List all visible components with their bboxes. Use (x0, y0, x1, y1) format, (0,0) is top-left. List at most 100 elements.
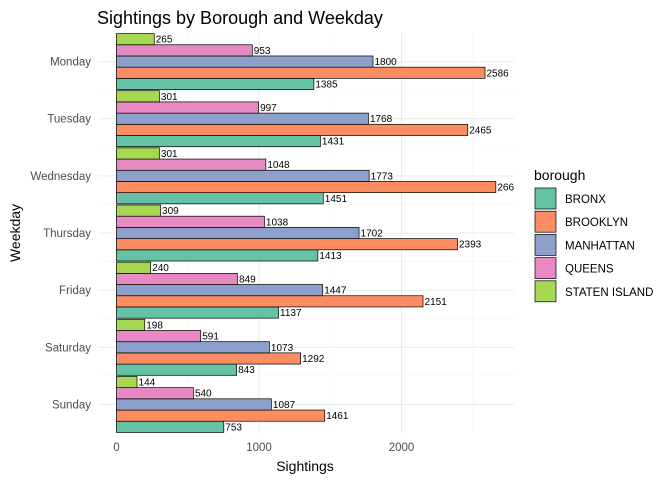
bar-queens-saturday (116, 330, 202, 343)
y-tick-label: Monday (50, 57, 91, 69)
data-label: 1137 (280, 308, 302, 319)
bar-bronx-saturday (116, 363, 237, 376)
data-labels: 1385 2586 1800 953 265 1431 2465 1768 997 301 1451… (139, 35, 515, 434)
data-label: 1087 (273, 400, 296, 411)
bar-queens-monday (116, 44, 253, 57)
legend-label: QUEENS (565, 264, 614, 276)
data-label: 953 (254, 46, 271, 57)
legend-swatch-brooklyn (534, 210, 557, 233)
y-tick-label: Saturday (45, 342, 91, 354)
legend-swatch-queens (534, 257, 557, 279)
y-tick-label: Tuesday (47, 114, 91, 126)
data-label: 753 (225, 422, 242, 433)
data-label: 1385 (315, 79, 338, 90)
data-label: 1773 (371, 171, 394, 182)
bar-brooklyn-thursday (116, 238, 458, 251)
bar-manhattan-saturday (116, 341, 270, 354)
y-tick-label: Thursday (43, 228, 91, 240)
data-label: 1800 (375, 57, 398, 68)
data-label: 144 (139, 378, 156, 389)
data-label: 1073 (271, 343, 294, 354)
data-label: 265 (156, 35, 173, 46)
legend-label: MANHATTAN (565, 240, 635, 252)
x-tick-label: 1000 (246, 442, 272, 454)
bar-queens-sunday (116, 387, 194, 400)
data-label: 1768 (370, 114, 393, 125)
data-label: 2393 (459, 240, 482, 251)
data-label: 301 (161, 149, 178, 160)
data-label: 1048 (267, 160, 290, 171)
bar-brooklyn-sunday (116, 409, 326, 422)
data-label: 849 (239, 274, 256, 285)
x-tick-label: 2000 (389, 442, 415, 454)
legend-title: borough (534, 167, 585, 183)
bar-manhattan-thursday (116, 227, 360, 239)
legend-label: STATEN ISLAND (565, 287, 653, 299)
data-label: 301 (161, 92, 178, 103)
y-axis-title: Weekday (7, 204, 23, 262)
y-axis-ticks: Monday Tuesday Wednesday Thursday Friday Satu… (30, 57, 91, 412)
data-label: 2465 (469, 125, 492, 136)
legend-swatch-manhattan (534, 234, 557, 256)
bar-staten-island-friday (116, 261, 152, 274)
x-tick-label: 0 (113, 442, 119, 454)
bar-staten-island-saturday (116, 318, 146, 331)
data-label: 997 (260, 103, 277, 114)
data-label: 1413 (319, 251, 342, 262)
bar-staten-island-monday (116, 33, 155, 46)
bar-bronx-sunday (116, 420, 225, 433)
bar-queens-tuesday (116, 101, 259, 114)
bar-bronx-tuesday (116, 135, 321, 148)
bar-bronx-thursday (116, 249, 319, 262)
bars (116, 33, 497, 433)
bar-manhattan-wednesday (116, 169, 370, 182)
bar-staten-island-sunday (116, 376, 138, 388)
legend-label: BROOKLYN (565, 217, 628, 229)
data-label: 1038 (266, 217, 289, 228)
data-label: 266 (497, 183, 514, 194)
data-label: 1702 (361, 229, 384, 240)
legend-items: BRONX BROOKLYN MANHATTAN QUEENS STATEN ISLAN… (534, 187, 653, 303)
data-label: 198 (146, 320, 163, 331)
bar-queens-thursday (116, 215, 265, 228)
bar-brooklyn-wednesday (116, 181, 497, 194)
data-label: 1461 (326, 411, 349, 422)
data-label: 1451 (325, 194, 348, 205)
bar-brooklyn-saturday (116, 352, 301, 365)
bar-queens-friday (116, 272, 238, 285)
bar-manhattan-friday (116, 284, 324, 297)
bar-brooklyn-friday (116, 295, 424, 308)
data-label: 591 (202, 332, 219, 343)
bar-staten-island-tuesday (116, 90, 160, 103)
bar-queens-wednesday (116, 158, 267, 171)
bar-brooklyn-monday (116, 66, 486, 79)
bar-staten-island-thursday (116, 204, 161, 217)
data-label: 1292 (302, 354, 325, 365)
legend-swatch-bronx (534, 187, 557, 210)
bar-manhattan-monday (116, 55, 374, 68)
data-label: 240 (152, 263, 169, 274)
data-label: 843 (238, 365, 255, 376)
y-tick-label: Sunday (52, 399, 91, 411)
bar-bronx-monday (116, 78, 315, 90)
bar-bronx-wednesday (116, 192, 324, 205)
data-label: 2151 (425, 297, 448, 308)
data-label: 1447 (324, 286, 347, 297)
y-tick-label: Wednesday (30, 171, 91, 183)
bar-manhattan-sunday (116, 398, 272, 411)
data-label: 540 (195, 389, 212, 400)
bar-manhattan-tuesday (116, 112, 369, 125)
bar-bronx-friday (116, 306, 279, 319)
x-axis-ticks: 0 1000 2000 (113, 442, 414, 454)
data-label: 2586 (487, 68, 510, 79)
x-axis-title: Sightings (276, 458, 334, 474)
bar-brooklyn-tuesday (116, 123, 469, 136)
bar-staten-island-wednesday (116, 147, 160, 160)
legend-swatch-staten-island (534, 280, 557, 303)
y-tick-label: Friday (59, 285, 91, 297)
legend: borough BRONX BROOKLYN MANHATTAN QUEENS STAT… (534, 167, 653, 303)
data-label: 1431 (322, 137, 345, 148)
data-label: 309 (162, 206, 179, 217)
legend-label: BRONX (565, 194, 606, 206)
